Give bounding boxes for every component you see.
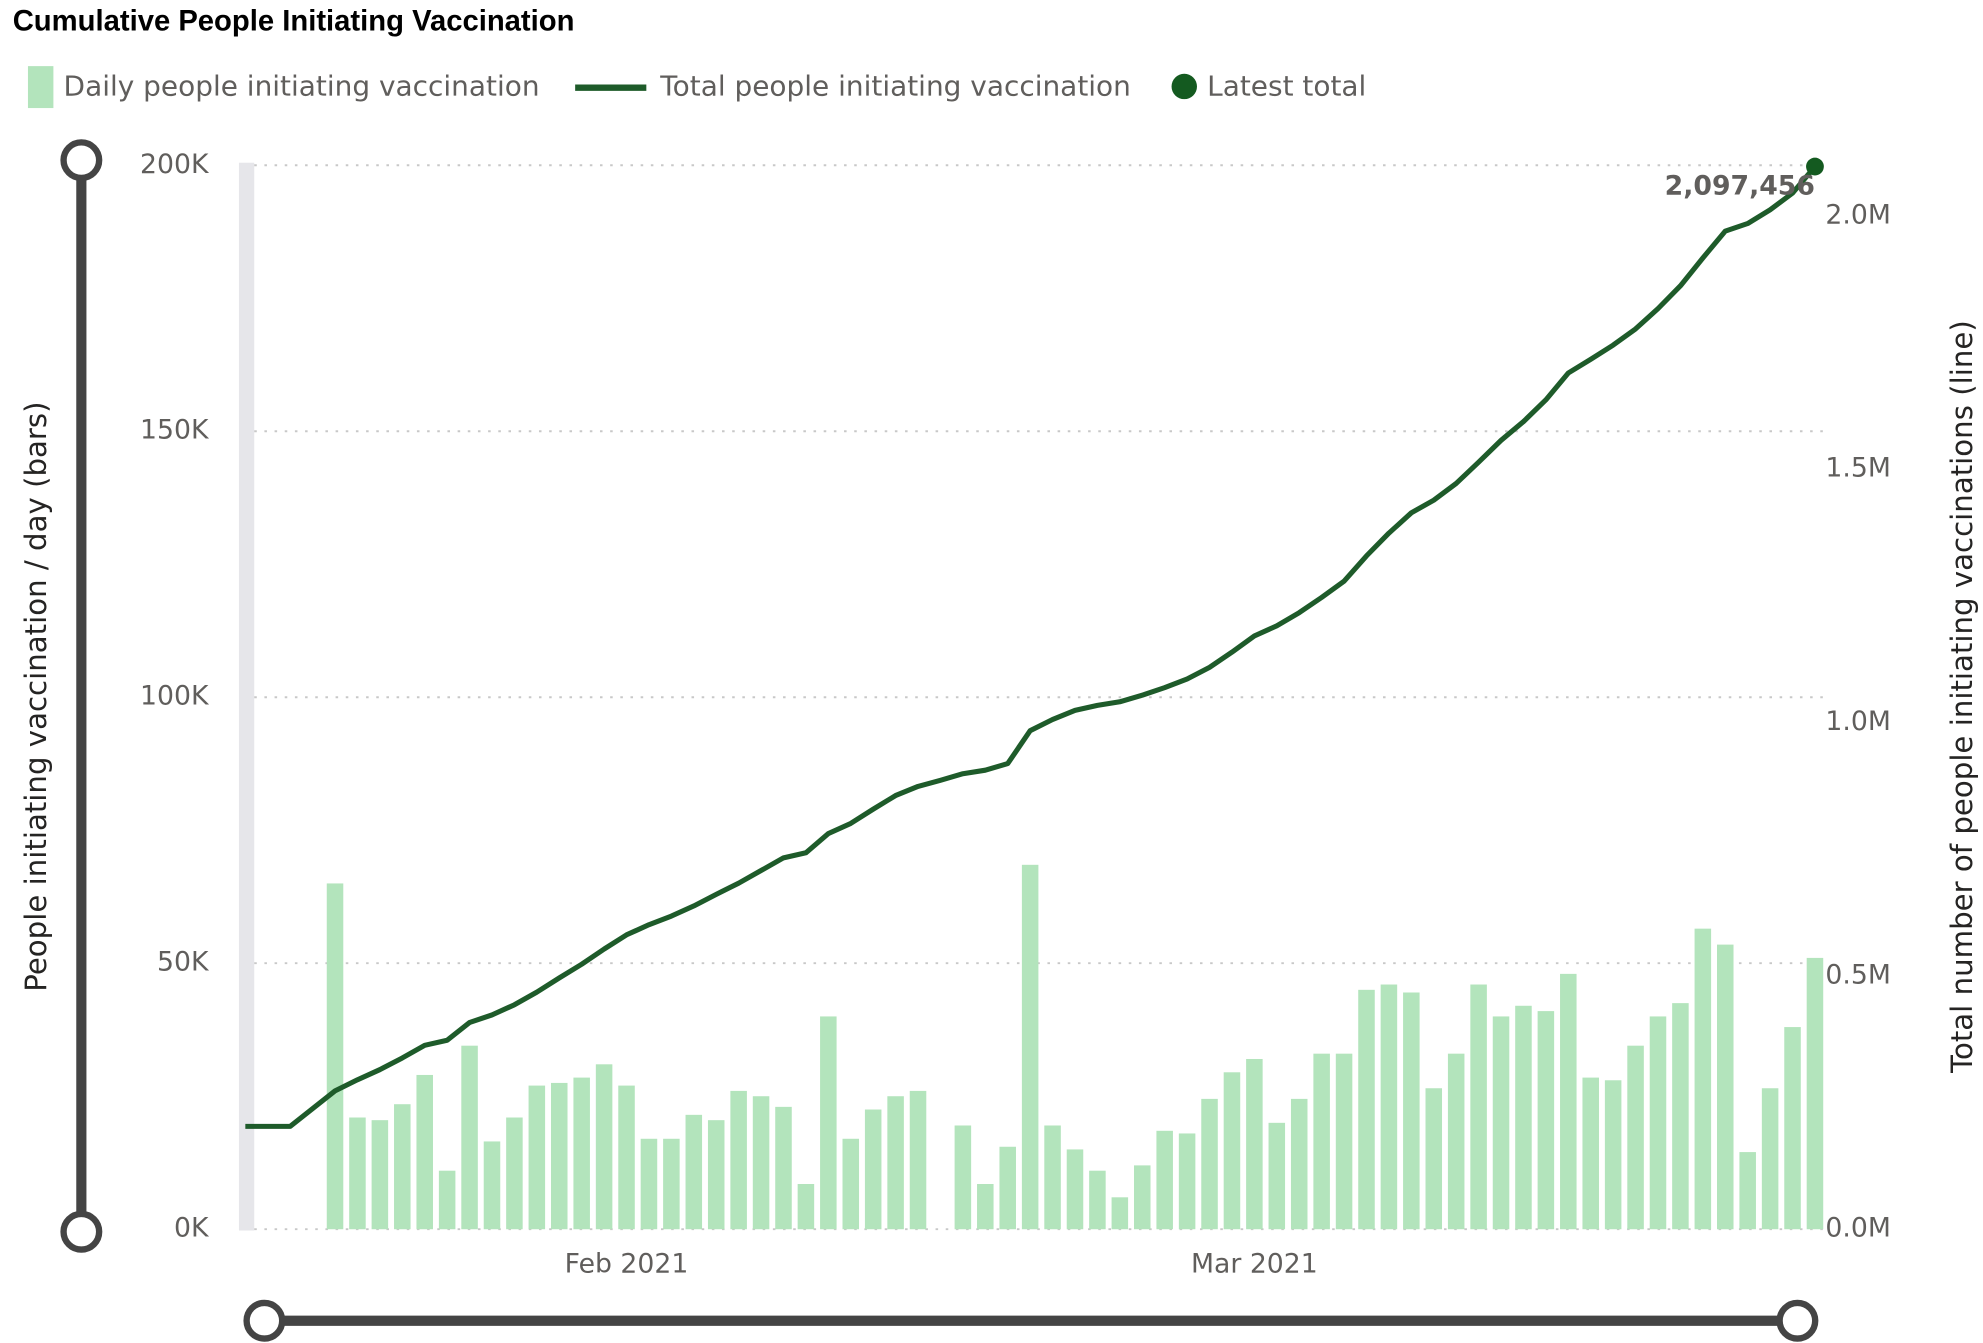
x-slider[interactable] — [243, 1299, 1819, 1342]
bar — [1582, 1077, 1599, 1230]
slider-handle[interactable] — [243, 1299, 286, 1342]
bar — [1223, 1072, 1241, 1230]
y-tick-label: 150K — [140, 415, 210, 446]
bar — [864, 1109, 882, 1230]
chart-title: Cumulative People Initiating Vaccination — [13, 6, 575, 38]
bar — [909, 1090, 927, 1230]
bar — [1425, 1088, 1443, 1230]
bar — [1627, 1045, 1644, 1230]
bar — [640, 1138, 658, 1230]
y-axis-title: People initiating vaccination / day (bar… — [19, 401, 53, 991]
legend-label: Daily people initiating vaccination — [64, 70, 540, 103]
bar — [1447, 1053, 1465, 1230]
y-slider[interactable] — [60, 139, 103, 1253]
y2-tick-label: 2.0M — [1825, 199, 1890, 230]
x-tick-label: Feb 2021 — [565, 1248, 689, 1279]
bar — [1290, 1098, 1308, 1230]
bar — [1806, 957, 1824, 1230]
slider-handle[interactable] — [60, 139, 103, 182]
range-band — [238, 162, 255, 1231]
bar — [1403, 992, 1420, 1230]
bar — [1178, 1133, 1196, 1230]
bar — [506, 1117, 523, 1230]
bar — [797, 1184, 815, 1230]
bar — [1313, 1053, 1330, 1230]
legend-label: Latest total — [1207, 70, 1366, 103]
bar — [394, 1104, 411, 1230]
bar — [1066, 1149, 1084, 1230]
bar — [326, 883, 344, 1230]
bar — [1560, 973, 1577, 1230]
bar — [1470, 984, 1487, 1230]
bar — [1335, 1053, 1353, 1230]
bar — [595, 1064, 613, 1230]
bar — [1044, 1125, 1061, 1230]
legend-swatch — [27, 66, 54, 109]
bar — [349, 1117, 366, 1230]
bar — [820, 1016, 837, 1230]
bar — [438, 1170, 456, 1230]
bar — [1358, 989, 1375, 1230]
bar — [1111, 1197, 1129, 1230]
bar — [663, 1138, 680, 1230]
bar — [371, 1120, 389, 1230]
bar — [707, 1120, 725, 1230]
bar — [1021, 864, 1039, 1230]
y2-tick-label: 1.5M — [1825, 453, 1890, 484]
bar — [573, 1077, 590, 1230]
bar — [1492, 1016, 1510, 1230]
line — [245, 164, 1817, 1129]
bar — [1716, 944, 1734, 1230]
bar — [977, 1184, 994, 1230]
legend-label: Total people initiating vaccination — [659, 70, 1131, 103]
bar — [1515, 1005, 1532, 1230]
bar — [752, 1096, 770, 1230]
y-tick-label: 50K — [157, 947, 210, 978]
bar — [775, 1106, 792, 1230]
bar — [1784, 1027, 1801, 1230]
bar — [1672, 1003, 1689, 1230]
latest-dot — [1806, 157, 1824, 176]
y-tick-label: 200K — [140, 149, 210, 180]
y2-tick-label: 0.0M — [1825, 1213, 1890, 1244]
bar — [1739, 1152, 1756, 1230]
y2-tick-label: 1.0M — [1825, 706, 1890, 737]
y2-tick-label: 0.5M — [1825, 959, 1890, 990]
bar — [1761, 1088, 1779, 1230]
bar — [1268, 1122, 1286, 1230]
y-tick-label: 100K — [140, 681, 210, 712]
bar — [416, 1074, 433, 1230]
bar — [1089, 1170, 1106, 1230]
legend-swatch — [1171, 73, 1197, 100]
bar — [954, 1125, 972, 1230]
bar — [1604, 1080, 1622, 1230]
bar — [1156, 1130, 1173, 1230]
bar — [618, 1085, 635, 1230]
slider-handle[interactable] — [1776, 1299, 1819, 1342]
y2-axis-title: Total number of people initiating vaccin… — [1945, 320, 1979, 1074]
bar — [730, 1090, 747, 1230]
bar — [1201, 1098, 1218, 1230]
bar — [685, 1114, 703, 1230]
bar — [550, 1082, 568, 1230]
x-tick-label: Mar 2021 — [1191, 1248, 1318, 1279]
bar — [483, 1141, 501, 1230]
bar — [1694, 928, 1712, 1230]
bar — [1649, 1016, 1667, 1230]
bar — [842, 1138, 860, 1230]
y-tick-label: 0K — [174, 1213, 210, 1244]
bar — [1380, 984, 1398, 1230]
bar — [999, 1146, 1016, 1230]
bar — [1133, 1165, 1151, 1230]
bar — [1246, 1058, 1263, 1230]
data-label: 2,097,456 — [1665, 170, 1815, 201]
bar — [887, 1096, 904, 1230]
bar — [1537, 1011, 1555, 1230]
slider-handle[interactable] — [60, 1210, 103, 1253]
bar — [461, 1045, 478, 1230]
bar — [528, 1085, 546, 1230]
